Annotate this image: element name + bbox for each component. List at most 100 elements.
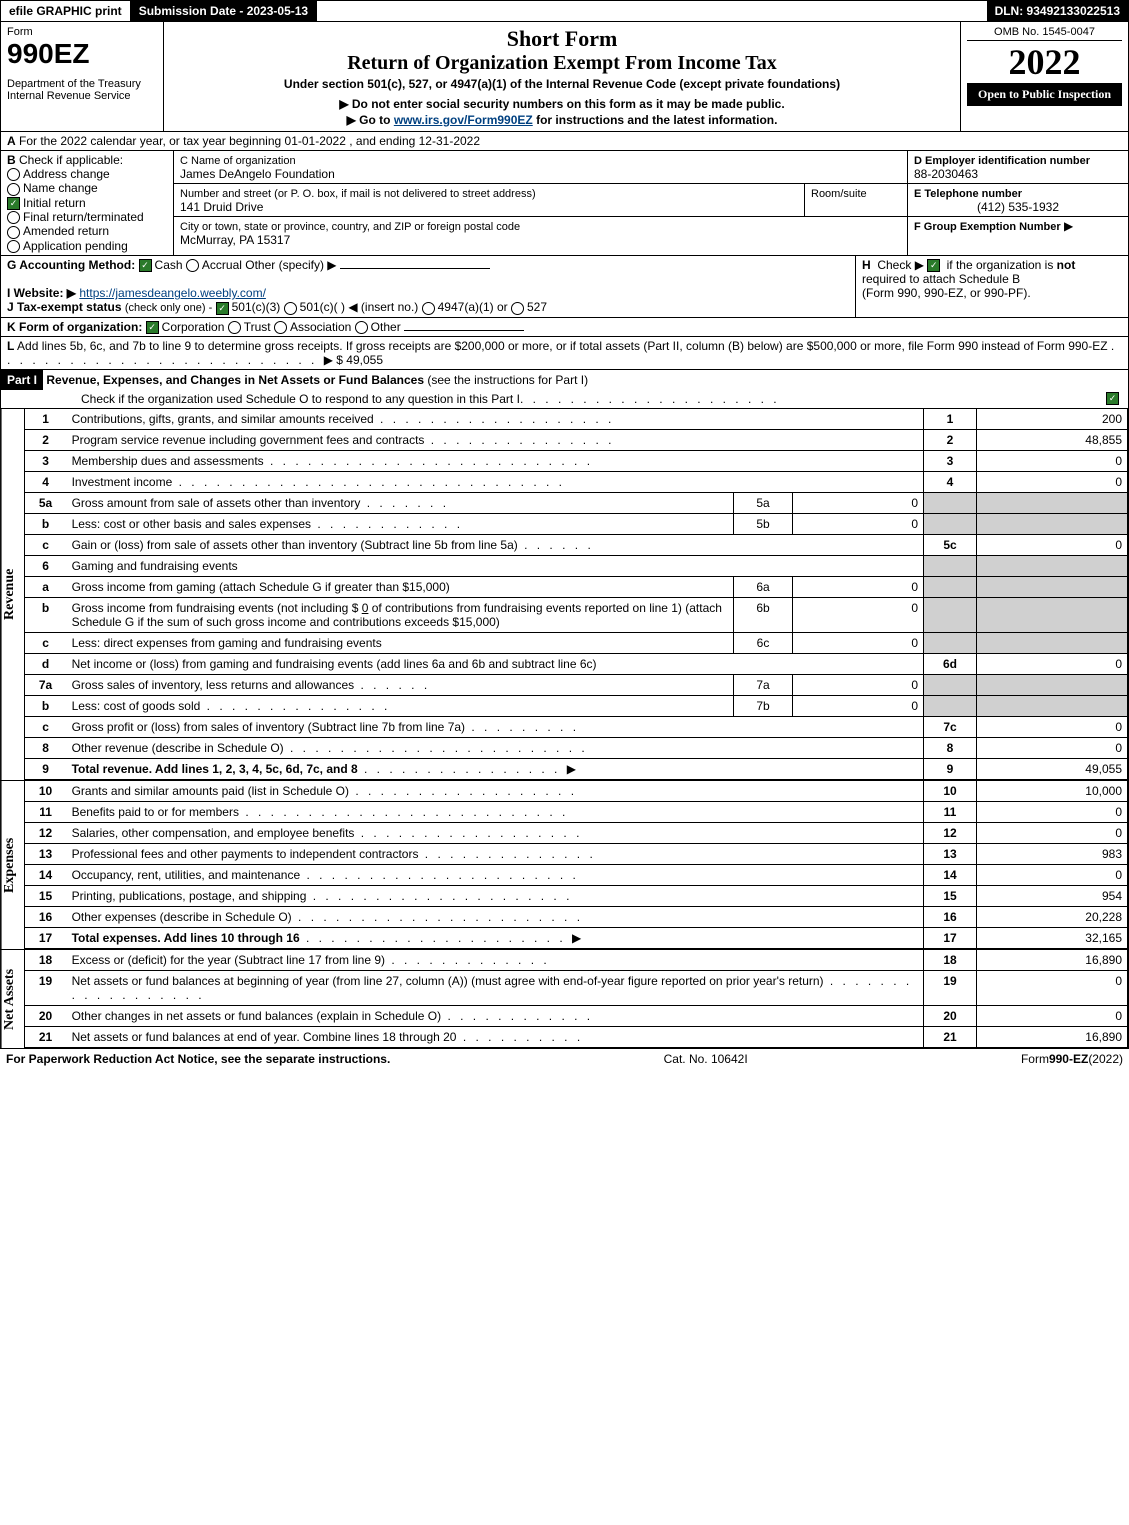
checkbox-address-change[interactable] xyxy=(7,168,20,181)
paperwork-notice: For Paperwork Reduction Act Notice, see … xyxy=(6,1052,390,1066)
part-i-label: Part I xyxy=(1,370,43,390)
irs-label: Internal Revenue Service xyxy=(7,90,157,102)
arrow-icon xyxy=(572,931,581,945)
ein-value: 88-2030463 xyxy=(914,167,978,181)
part-i-note: (see the instructions for Part I) xyxy=(427,373,588,387)
arrow-icon xyxy=(339,97,348,111)
shade-cell xyxy=(924,576,977,597)
line-desc: Other expenses (describe in Schedule O) xyxy=(72,910,292,924)
checkbox-4947[interactable] xyxy=(422,302,435,315)
line-num: 13 xyxy=(24,843,67,864)
line-num: b xyxy=(24,597,67,632)
line-4: 4 Investment income . . . . . . . . . . … xyxy=(24,471,1127,492)
checkbox-accrual[interactable] xyxy=(186,259,199,272)
opt-cash: Cash xyxy=(155,258,183,272)
checkbox-cash[interactable] xyxy=(139,259,152,272)
arrow-icon xyxy=(324,353,333,367)
line-box: 4 xyxy=(924,471,977,492)
section-gh: G Accounting Method: Cash Accrual Other … xyxy=(0,256,1129,318)
line-desc: Total revenue. Add lines 1, 2, 3, 4, 5c,… xyxy=(72,762,358,776)
checkbox-association[interactable] xyxy=(274,321,287,334)
sub-value: 0 xyxy=(793,674,924,695)
line-box: 9 xyxy=(924,758,977,779)
line-box: 8 xyxy=(924,737,977,758)
line-desc: Other changes in net assets or fund bala… xyxy=(72,1009,442,1023)
checkbox-amended-return[interactable] xyxy=(7,226,20,239)
line-num: a xyxy=(24,576,67,597)
line-amount: 0 xyxy=(977,653,1128,674)
checkbox-h[interactable] xyxy=(927,259,940,272)
line-amount: 16,890 xyxy=(977,1026,1128,1047)
line-amount: 0 xyxy=(977,737,1128,758)
tax-exempt-note: (check only one) - xyxy=(125,302,212,314)
line-num: 20 xyxy=(24,1005,67,1026)
checkbox-527[interactable] xyxy=(511,302,524,315)
line-amount: 48,855 xyxy=(977,429,1128,450)
line-amount: 49,055 xyxy=(977,758,1128,779)
line-num: 6 xyxy=(24,555,67,576)
line-box: 7c xyxy=(924,716,977,737)
opt-4947: 4947(a)(1) or xyxy=(438,300,508,314)
section-h-label: H xyxy=(862,258,871,272)
note-ssn: Do not enter social security numbers on … xyxy=(352,97,785,111)
shade-cell xyxy=(977,492,1128,513)
line-desc: Less: cost of goods sold xyxy=(72,699,201,713)
line-desc: Less: cost or other basis and sales expe… xyxy=(72,517,311,531)
line-6a: a Gross income from gaming (attach Sched… xyxy=(24,576,1127,597)
other-line xyxy=(404,330,524,331)
checkbox-trust[interactable] xyxy=(228,321,241,334)
line-amount: 0 xyxy=(977,822,1128,843)
line-box: 10 xyxy=(924,781,977,802)
website-link[interactable]: https://jamesdeangelo.weebly.com/ xyxy=(79,286,266,300)
checkbox-501c[interactable] xyxy=(284,302,297,315)
checkbox-other[interactable] xyxy=(355,321,368,334)
checkbox-501c3[interactable] xyxy=(216,302,229,315)
line-box: 14 xyxy=(924,864,977,885)
opt-address-change: Address change xyxy=(23,167,110,181)
opt-501c: 501(c)( ) xyxy=(300,300,345,314)
sub-box: 7a xyxy=(734,674,793,695)
checkbox-corporation[interactable] xyxy=(146,321,159,334)
note-goto-post: for instructions and the latest informat… xyxy=(533,113,778,127)
short-form-title: Short Form xyxy=(170,26,954,52)
city-label: City or town, state or province, country… xyxy=(180,221,520,233)
ein-label: D Employer identification number xyxy=(914,155,1090,167)
opt-other: Other xyxy=(371,320,401,334)
h-text2: required to attach Schedule B xyxy=(862,272,1020,286)
line-desc: Total expenses. Add lines 10 through 16 xyxy=(72,931,300,945)
side-net-assets: Net Assets xyxy=(1,950,24,1048)
shade-cell xyxy=(924,513,977,534)
line-desc: Net assets or fund balances at end of ye… xyxy=(72,1030,457,1044)
line-desc: Program service revenue including govern… xyxy=(72,433,425,447)
line-box: 12 xyxy=(924,822,977,843)
line-num: c xyxy=(24,534,67,555)
contrib-amount: 0 xyxy=(362,601,369,615)
opt-other-specify: Other (specify) xyxy=(245,258,324,272)
checkbox-initial-return[interactable] xyxy=(7,197,20,210)
line-desc: Excess or (deficit) for the year (Subtra… xyxy=(72,953,385,967)
efile-print[interactable]: efile GRAPHIC print xyxy=(1,1,131,21)
checkbox-schedule-o[interactable] xyxy=(1106,392,1119,405)
line-14: 14 Occupancy, rent, utilities, and maint… xyxy=(24,864,1127,885)
line-box: 13 xyxy=(924,843,977,864)
line-amount: 20,228 xyxy=(977,906,1128,927)
checkbox-name-change[interactable] xyxy=(7,183,20,196)
shade-cell xyxy=(924,632,977,653)
sub-box: 6b xyxy=(734,597,793,632)
line-box: 3 xyxy=(924,450,977,471)
irs-link[interactable]: www.irs.gov/Form990EZ xyxy=(394,113,533,127)
check-if-applicable: Check if applicable: xyxy=(19,153,123,167)
section-bcdef: B Check if applicable: Address change Na… xyxy=(0,151,1129,256)
line-9: 9 Total revenue. Add lines 1, 2, 3, 4, 5… xyxy=(24,758,1127,779)
line-box: 20 xyxy=(924,1005,977,1026)
line-5c: c Gain or (loss) from sale of assets oth… xyxy=(24,534,1127,555)
line-20: 20 Other changes in net assets or fund b… xyxy=(24,1005,1127,1026)
line-19: 19 Net assets or fund balances at beginn… xyxy=(24,970,1127,1005)
form-number: 990EZ xyxy=(7,38,157,70)
tax-exempt-label: J Tax-exempt status xyxy=(7,300,122,314)
line-desc: Professional fees and other payments to … xyxy=(72,847,419,861)
line-box: 6d xyxy=(924,653,977,674)
line-amount: 0 xyxy=(977,864,1128,885)
checkbox-application-pending[interactable] xyxy=(7,240,20,253)
checkbox-final-return[interactable] xyxy=(7,211,20,224)
